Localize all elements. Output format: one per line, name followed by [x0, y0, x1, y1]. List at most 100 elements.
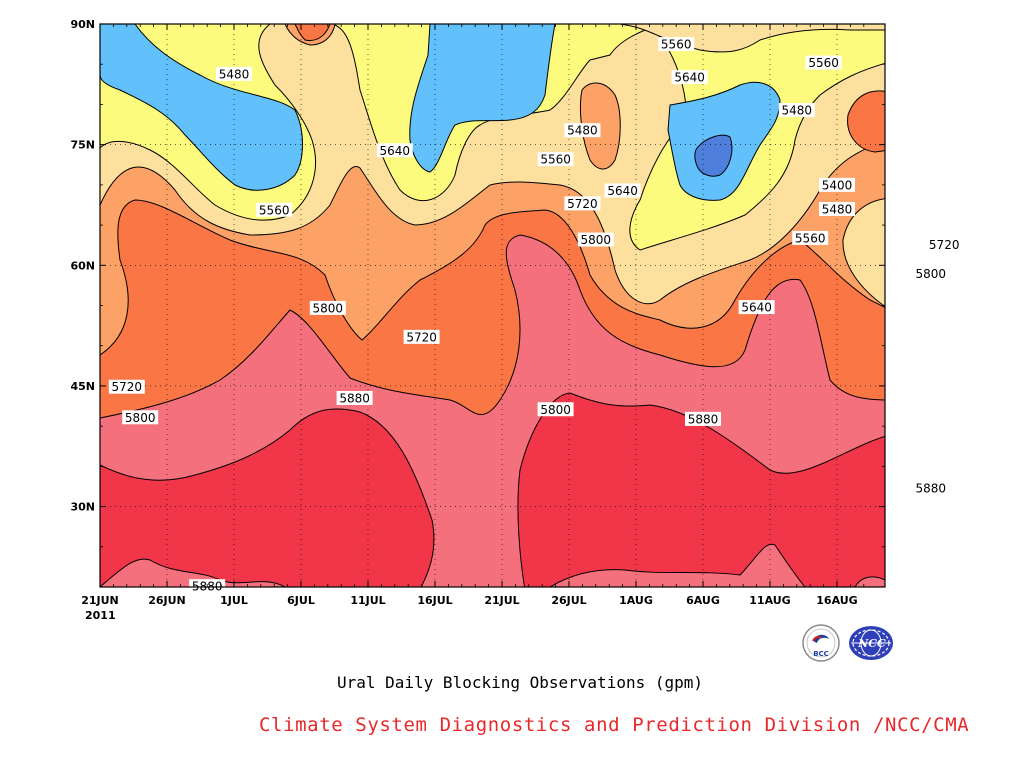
- contour-label-box: [912, 266, 949, 281]
- x-year-label: 2011: [85, 609, 116, 622]
- x-tick-label: 11JUL: [350, 594, 385, 607]
- x-tick-label: 11AUG: [749, 594, 790, 607]
- x-tick-label: 26JUL: [551, 594, 586, 607]
- contour-label-box: [926, 237, 963, 252]
- contour-label-box: [108, 379, 145, 394]
- contour-label-text: 5640: [380, 144, 411, 158]
- contour-label-text: 5640: [674, 71, 705, 85]
- contour-label-text: 5480: [822, 202, 853, 216]
- contour-label: 5800: [577, 232, 614, 247]
- contour-label: 5560: [805, 55, 842, 70]
- y-tick-label: 90N: [70, 18, 95, 31]
- contour-label-box: [792, 230, 829, 245]
- contour-label-text: 5880: [916, 482, 947, 496]
- contour-label-text: 5800: [313, 301, 344, 315]
- contour-label-text: 5560: [540, 153, 571, 167]
- contour-label: 5880: [336, 390, 373, 405]
- contour-label-text: 5640: [741, 301, 772, 315]
- contour-label-text: 5720: [929, 238, 960, 252]
- contour-label: 5720: [926, 237, 963, 252]
- bcc-logo-icon: BCC: [801, 623, 841, 663]
- contour-label-text: 5480: [567, 124, 598, 138]
- contour-label-box: [912, 481, 949, 496]
- fill-5720-topcenter: [294, 24, 331, 41]
- contour-label-text: 5560: [259, 203, 290, 217]
- contour-label-box: [256, 202, 293, 217]
- chart-title: Ural Daily Blocking Observations (gpm): [336, 673, 704, 692]
- contour-label-box: [738, 300, 775, 315]
- grid-lines: [100, 24, 885, 587]
- contour-label-text: 5640: [607, 184, 638, 198]
- contour-label: 5800: [537, 402, 574, 417]
- fill-5560-rightedge: [842, 198, 885, 308]
- contour-label-box: [376, 143, 413, 158]
- contour-label: 5640: [376, 143, 413, 158]
- y-tick-labels: 30N 45N 60N 75N 90N: [70, 18, 95, 514]
- contour-label-box: [564, 123, 601, 138]
- contour-label-box: [671, 70, 708, 85]
- svg-text:NCC: NCC: [857, 637, 886, 650]
- contour-label-text: 5720: [112, 380, 143, 394]
- contour-label: 5800: [309, 300, 346, 315]
- contour-label: 5720: [108, 379, 145, 394]
- contour-labels: 5480 5560 5560 5640 5480 5480 5640 5560 5400 5560…: [108, 37, 963, 594]
- y-tick-label: 30N: [70, 501, 95, 514]
- contour-label-text: 5720: [567, 197, 598, 211]
- contour-label-text: 5880: [688, 412, 719, 426]
- contour-label: 5640: [671, 70, 708, 85]
- contour-label-box: [604, 183, 641, 198]
- svg-text:BCC: BCC: [813, 650, 829, 658]
- contour-label-text: 5480: [219, 67, 250, 81]
- contour-label-text: 5800: [540, 403, 571, 417]
- contour-label: 5880: [685, 411, 721, 426]
- chart-credit: Climate System Diagnostics and Predictio…: [259, 714, 970, 736]
- contour-label-box: [658, 37, 695, 52]
- contour-label-box: [122, 410, 159, 425]
- x-tick-label: 1JUL: [220, 594, 248, 607]
- contour-label: 5800: [122, 410, 159, 425]
- contour-label-text: 5480: [782, 104, 813, 118]
- fill-5800-bottom-right: [549, 543, 806, 587]
- x-tick-label: 16AUG: [816, 594, 857, 607]
- contour-label: 5720: [403, 329, 440, 344]
- contour-label-box: [685, 411, 721, 426]
- contour-label-box: [309, 300, 346, 315]
- contour-label-text: 5560: [661, 38, 692, 52]
- contour-label: 5640: [604, 183, 641, 198]
- contour-label: 5400: [819, 177, 855, 192]
- y-tick-label: 60N: [70, 259, 95, 272]
- contour-label: 5480: [819, 201, 855, 216]
- x-tick-label: 26JUN: [148, 594, 186, 607]
- x-tick-label: 21JUN: [81, 594, 119, 607]
- contour-label-box: [577, 232, 614, 247]
- x-tick-label: 1AUG: [619, 594, 653, 607]
- contour-label-text: 5400: [822, 178, 853, 192]
- fill-5400-mid: [409, 24, 556, 173]
- contour-label-text: 5800: [916, 267, 947, 281]
- x-tick-label: 16JUL: [417, 594, 452, 607]
- y-tick-label: 75N: [70, 139, 95, 152]
- contour-label-box: [819, 201, 855, 216]
- contour-label: 5560: [658, 37, 695, 52]
- y-tick-label: 45N: [70, 380, 95, 393]
- contour-label-box: [403, 329, 440, 344]
- fill-5320-center: [694, 134, 733, 177]
- contour-label-box: [336, 390, 373, 405]
- contour-label-box: [537, 152, 574, 167]
- contour-label: 5560: [537, 152, 574, 167]
- contour-label-box: [564, 196, 601, 211]
- contour-label-text: 5800: [125, 411, 156, 425]
- contour-label: 5560: [256, 202, 293, 217]
- ncc-logo-icon: NCC: [847, 623, 895, 663]
- x-tick-label: 6JUL: [287, 594, 315, 607]
- contour-label-text: 5800: [581, 233, 612, 247]
- x-tick-labels: 21JUN 26JUN 1JUL 6JUL 11JUL 16JUL 21JUL 26JUL 1A…: [81, 594, 858, 607]
- axis-ticks: [99, 23, 885, 588]
- contour-label: 5480: [778, 103, 815, 118]
- contour-label-text: 5720: [406, 330, 437, 344]
- contour-label: 5640: [738, 300, 775, 315]
- contour-label-box: [537, 402, 574, 417]
- contour-label-text: 5560: [808, 56, 839, 70]
- contour-label-box: [805, 55, 842, 70]
